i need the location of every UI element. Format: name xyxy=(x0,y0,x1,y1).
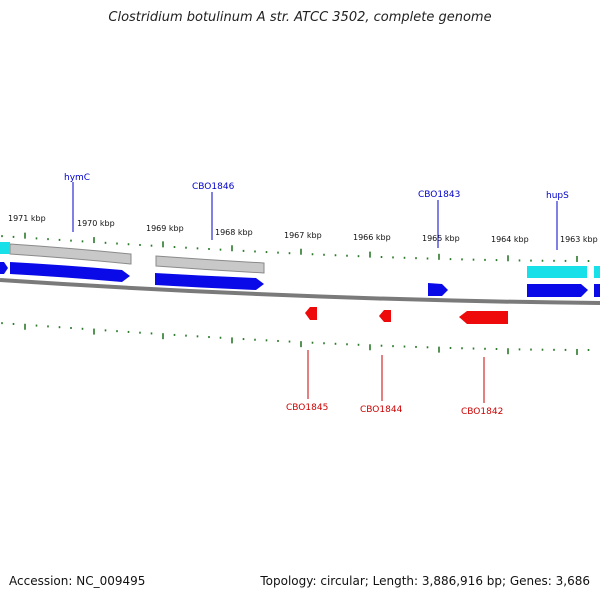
gene-label-CBO1845: CBO1845 xyxy=(286,403,328,413)
scale-label-1965: 1965 kbp xyxy=(422,234,460,243)
gene-forward-hupS xyxy=(527,284,588,297)
scale-ticks-lower xyxy=(1,322,590,355)
rna-bar-left xyxy=(0,242,10,254)
scale-label-1967: 1967 kbp xyxy=(284,231,322,240)
gene-label-CBO1844: CBO1844 xyxy=(360,405,403,415)
reverse-gene-labels: CBO1845 CBO1844 CBO1842 xyxy=(286,350,503,417)
scale-label-1964: 1964 kbp xyxy=(491,235,529,244)
scale-label-1970: 1970 kbp xyxy=(77,219,115,228)
scale-label-1969: 1969 kbp xyxy=(146,224,184,233)
gene-label-hymC: hymC xyxy=(64,173,90,183)
forward-gene-labels: hymC CBO1846 CBO1843 hupS xyxy=(64,173,569,250)
scale-labels: 1971 kbp 1970 kbp 1969 kbp 1968 kbp 1967… xyxy=(8,214,598,244)
scale-label-1971: 1971 kbp xyxy=(8,214,46,223)
gene-reverse-CBO1844 xyxy=(379,310,391,322)
gene-forward-CBO1846 xyxy=(155,273,264,290)
gene-forward-CBO1843 xyxy=(428,283,448,296)
gene-label-hupS: hupS xyxy=(546,191,569,201)
genome-backbone xyxy=(0,278,600,305)
scale-label-1966: 1966 kbp xyxy=(353,233,391,242)
gene-forward-hymC xyxy=(10,262,130,282)
gene-label-CBO1846: CBO1846 xyxy=(192,182,235,192)
genome-stats-label: Topology: circular; Length: 3,886,916 bp… xyxy=(260,574,590,588)
gene-label-CBO1843: CBO1843 xyxy=(418,190,460,200)
gene-forward-right-edge xyxy=(594,284,600,297)
rna-bar-right-1 xyxy=(527,266,587,278)
rna-bar-right-2 xyxy=(594,266,600,278)
map-title: Clostridium botulinum A str. ATCC 3502, … xyxy=(108,10,492,25)
gene-reverse-CBO1842 xyxy=(459,311,508,324)
scale-label-1963: 1963 kbp xyxy=(560,235,598,244)
scale-label-1968: 1968 kbp xyxy=(215,228,253,237)
gene-label-CBO1842: CBO1842 xyxy=(461,407,503,417)
accession-label: Accession: NC_009495 xyxy=(9,574,146,588)
gene-reverse-CBO1845 xyxy=(305,307,317,320)
scale-ticks-upper xyxy=(1,232,590,262)
gene-forward-left-edge xyxy=(0,262,8,274)
pseudogene-bar-2 xyxy=(155,255,265,274)
pseudogene-bar-1 xyxy=(9,243,132,265)
